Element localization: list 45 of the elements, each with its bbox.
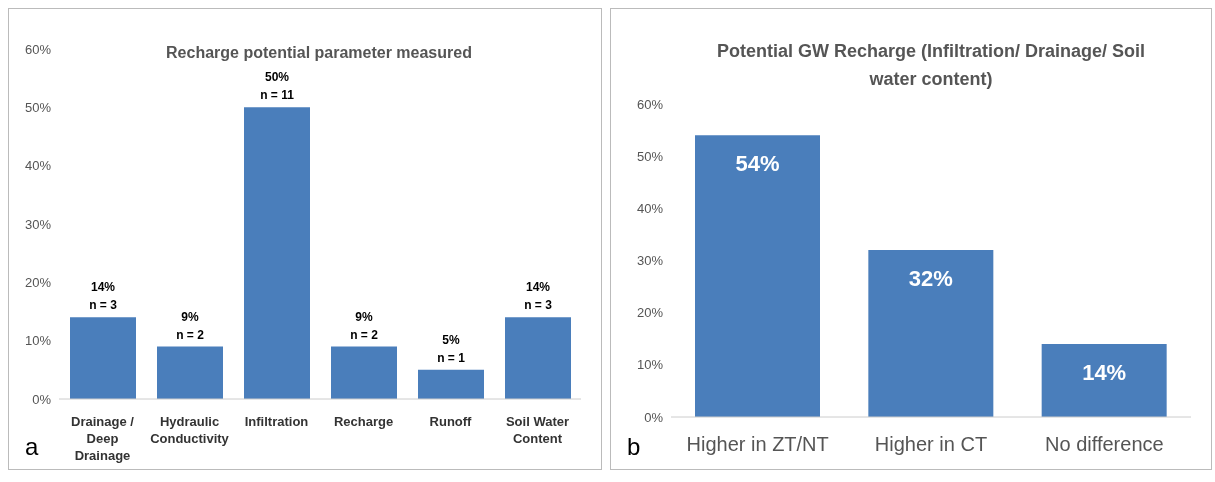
x-tick-label: Infiltration <box>244 414 309 429</box>
text: a <box>25 433 39 461</box>
bar <box>418 369 484 399</box>
data-label: 5% n = 1 <box>437 332 466 365</box>
y-tick-label: 40% <box>24 158 52 174</box>
x-tick-label: Drainage / Deep Drainage <box>71 414 135 463</box>
x-tick-label: Recharge <box>333 414 394 429</box>
bar <box>1041 343 1167 417</box>
data-label: 50% n = 11 <box>260 70 295 103</box>
y-tick-label: 60% <box>24 41 52 57</box>
y-tick-label: 30% <box>636 253 664 269</box>
data-label: 9% n = 2 <box>176 309 205 342</box>
y-tick-label: 40% <box>636 200 664 216</box>
x-tick-label: Hydraulic Conductivity <box>150 414 230 446</box>
data-label: 9% n = 2 <box>350 309 379 342</box>
bar <box>70 317 136 399</box>
y-tick-label: 10% <box>24 333 52 349</box>
x-tick-label: Higher in CT <box>874 433 988 455</box>
y-tick-label: 20% <box>636 305 664 321</box>
bar <box>157 346 223 399</box>
bar <box>868 250 994 417</box>
data-label: 14% n = 3 <box>524 280 553 313</box>
bar <box>505 317 571 399</box>
bar <box>244 107 310 399</box>
y-tick-label: 10% <box>636 357 664 373</box>
text: b <box>627 433 641 461</box>
bar <box>331 346 397 399</box>
chart-title: Potential GW Recharge (Infiltration/ Drainage/ Soil water content) <box>715 40 1147 91</box>
data-label: 14% <box>1082 359 1127 385</box>
chart-title: Recharge potential parameter measured <box>165 43 473 63</box>
y-tick-label: 0% <box>32 391 52 407</box>
x-tick-label: Soil Water Content <box>505 414 570 446</box>
data-label: 14% n = 3 <box>89 280 118 313</box>
bar <box>695 135 820 417</box>
y-tick-label: 20% <box>24 274 52 290</box>
data-label: 54% <box>735 151 780 177</box>
y-tick-label: 50% <box>24 99 52 115</box>
data-label: 32% <box>908 266 953 292</box>
x-tick-label: Higher in ZT/NT <box>686 433 829 455</box>
y-tick-label: 60% <box>636 96 664 112</box>
y-tick-label: 50% <box>636 148 664 164</box>
y-tick-label: 30% <box>24 216 52 232</box>
x-tick-label: No difference <box>1045 433 1164 455</box>
y-tick-label: 0% <box>644 409 664 425</box>
x-tick-label: Runoff <box>429 414 473 429</box>
